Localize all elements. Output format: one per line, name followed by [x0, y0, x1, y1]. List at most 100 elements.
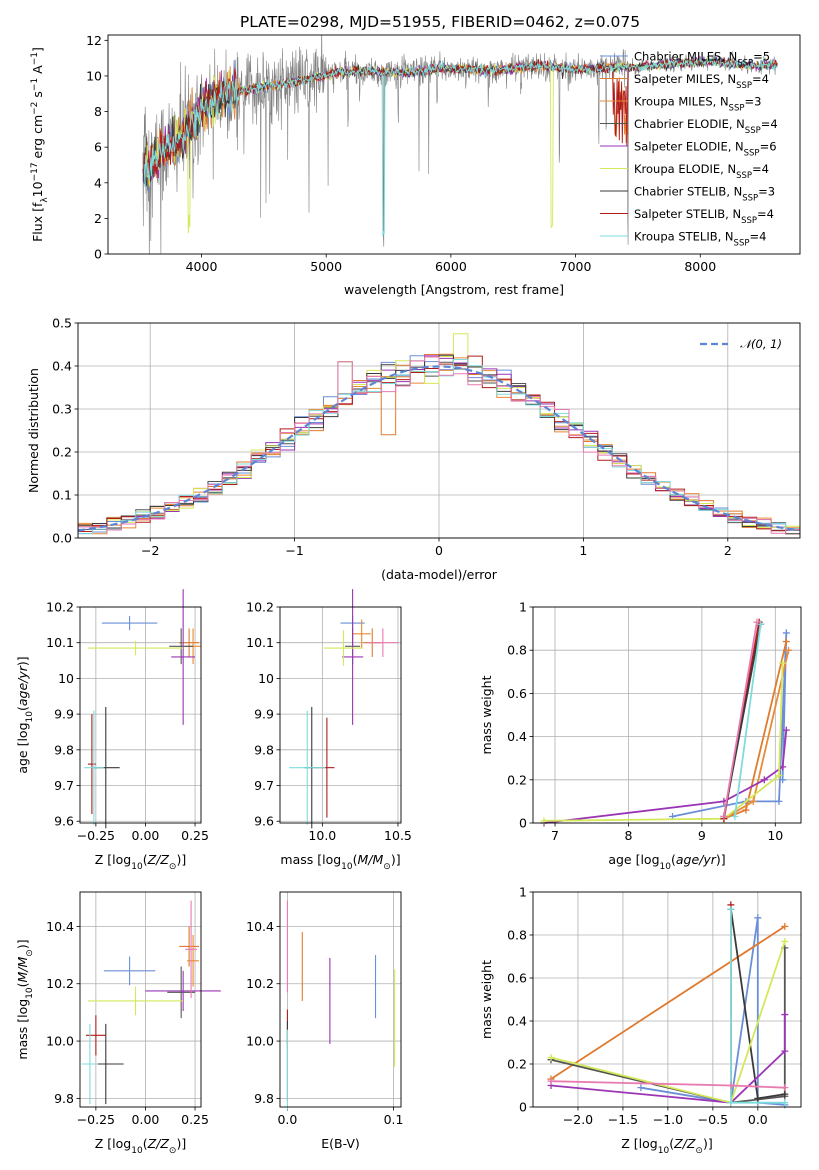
- weight-marker: [782, 629, 790, 637]
- weight-marker: [781, 1084, 789, 1092]
- x-tick-label: 5000: [310, 259, 342, 274]
- spectrum-panel: 0 2 4 6 8 10 12 4000 5000 6000 7000 8000 wavelength …: [30, 33, 801, 297]
- mass-vs-ebv-x-label: E(B-V): [321, 1136, 360, 1151]
- weight-marker: [547, 1077, 555, 1085]
- weight-marker: [757, 620, 765, 628]
- weight-marker: [775, 797, 783, 805]
- spectrum-y-label: Flux [fλ10−17 erg cm−2 s−1 A−1]: [30, 47, 50, 242]
- x-tick-label: 10.5: [384, 828, 412, 843]
- normal-curve: [78, 365, 798, 532]
- spectrum-model-line: [143, 57, 778, 236]
- y-tick-label: 0.6: [507, 686, 527, 701]
- age-vs-Z-panel: 9.6 9.7 9.8 9.9 10 10.1 10.2 −0.25 0.00 0.25 Z [lo…: [15, 589, 209, 872]
- label-part: (: [15, 982, 30, 987]
- label-part: A: [30, 65, 45, 78]
- x-tick-label: −0.25: [77, 828, 115, 843]
- legend-sub: SSP: [745, 126, 761, 136]
- label-part: ⊙: [383, 862, 391, 872]
- label-part: −2: [30, 102, 40, 115]
- weight-marker: [754, 1094, 762, 1102]
- x-tick-label: −1.0: [653, 1112, 683, 1127]
- weight-marker: [781, 922, 789, 930]
- weight-marker: [775, 771, 783, 779]
- label-part: ⊙: [169, 1146, 177, 1156]
- label-part: −1: [30, 52, 40, 65]
- legend-entry: Chabrier MILES, NSSP=5: [634, 50, 770, 69]
- x-tick-label: 10: [767, 828, 783, 843]
- x-tick-label: 8: [624, 828, 632, 843]
- label-part: −1: [30, 78, 40, 91]
- y-tick-label: 9.7: [54, 778, 74, 793]
- y-tick-label: 10.0: [246, 1034, 274, 1049]
- y-tick-label: 12: [86, 33, 102, 48]
- x-tick-label: −2: [141, 543, 159, 558]
- y-tick-label: 0.3: [52, 402, 72, 417]
- weight-marker: [781, 1047, 789, 1055]
- label-part: erg cm: [30, 115, 45, 163]
- y-tick-label: 9.7: [254, 778, 274, 793]
- y-tick-label: 8: [94, 104, 102, 119]
- weight-marker: [753, 618, 761, 626]
- label-part: 10: [658, 1146, 670, 1156]
- mass-vs-z-x-label: Z [log10(Z/Z⊙)]: [95, 1136, 186, 1156]
- axes-frame: [79, 891, 202, 1108]
- label-part: Z/Z: [147, 1136, 170, 1151]
- label-part: age [log: [608, 852, 659, 867]
- axes-frame: [532, 606, 802, 824]
- legend-sub: SSP: [736, 171, 752, 181]
- legend-tail: =4: [761, 117, 778, 131]
- y-tick-label: 10.4: [46, 919, 74, 934]
- legend-tail: =3: [744, 95, 761, 109]
- label-part: age/yr: [15, 665, 30, 706]
- y-tick-label: 10.1: [46, 635, 74, 650]
- legend-entry: Salpeter STELIB, NSSP=4: [634, 207, 774, 226]
- hist-lines: [78, 333, 800, 535]
- label-part: Z [log: [95, 1136, 131, 1151]
- legend-entry: Kroupa STELIB, NSSP=4: [634, 230, 766, 249]
- weight-marker: [782, 638, 790, 646]
- y-tick-label: 9.6: [254, 814, 274, 829]
- weight-marker: [781, 1011, 789, 1019]
- label-part: (: [353, 852, 358, 867]
- mass-vs-Z-y-label: mass [log10(M/M⊙)]: [15, 939, 35, 1059]
- weight-marker: [779, 776, 787, 784]
- y-tick-label: 9.6: [54, 814, 74, 829]
- legend-tail: =4: [752, 162, 769, 176]
- x-tick-label: 6000: [435, 259, 467, 274]
- label-part: λ: [40, 197, 50, 203]
- y-tick-label: 10.1: [246, 635, 274, 650]
- x-tick-label: 0.0: [748, 1112, 768, 1127]
- y-tick-label: 0.2: [52, 445, 72, 460]
- legend-entry: Chabrier STELIB, NSSP=3: [634, 185, 775, 204]
- y-tick-label: 0.2: [507, 772, 527, 787]
- weight-marker: [727, 1082, 735, 1089]
- label-part: (: [143, 1136, 148, 1151]
- y-tick-label: 6: [94, 140, 102, 155]
- weight-marker: [637, 1084, 645, 1092]
- legend-tail: =4: [752, 72, 769, 86]
- label-part: (: [15, 706, 30, 711]
- label-part: ]: [30, 47, 45, 52]
- y-tick-label: 0.2: [507, 1057, 527, 1072]
- label-part: M/M: [358, 852, 384, 867]
- label-part: Z [log: [95, 852, 131, 867]
- x-tick-label: 0.25: [181, 828, 209, 843]
- y-tick-label: 9.9: [54, 707, 74, 722]
- y-tick-label: 0.4: [507, 1014, 527, 1029]
- weight-marker: [547, 1054, 555, 1062]
- legend-entry: Chabrier ELODIE, NSSP=4: [634, 117, 778, 136]
- label-part: 10: [341, 862, 353, 872]
- legend-main: Chabrier STELIB, N: [634, 185, 742, 199]
- y-tick-label: 9.9: [254, 707, 274, 722]
- axes-frame: [279, 891, 402, 1108]
- axes-frame: [532, 891, 802, 1108]
- x-tick-label: 0.25: [181, 1112, 209, 1127]
- y-tick-label: 1: [519, 885, 527, 900]
- legend-tail: =6: [760, 140, 777, 154]
- y-tick-label: 0.8: [507, 928, 527, 943]
- age-vs-Z-y-label: age [log10(age/yr)]: [15, 656, 35, 773]
- weight-marker: [785, 646, 793, 654]
